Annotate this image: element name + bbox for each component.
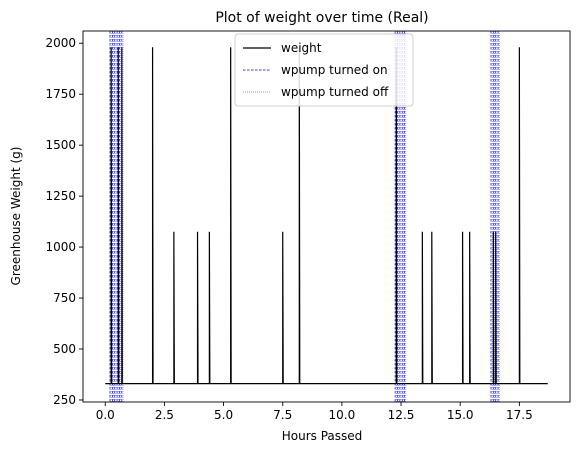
y-tick-label-3: 1000 [45,240,76,254]
y-axis: 250 500 750 1000 1250 1500 1750 2000 [45,36,83,407]
legend-label-2: wpump turned off [281,85,389,99]
legend: weight wpump turned on wpump turned off [235,34,413,106]
legend-label-0: weight [281,41,322,55]
y-tick-label-2: 750 [53,291,76,305]
x-axis: 0.0 2.5 5.0 7.5 10.0 12.5 15.0 17.5 [96,402,533,422]
x-tick-label-2: 5.0 [214,408,233,422]
x-tick-label-5: 12.5 [388,408,415,422]
x-axis-label: Hours Passed [282,429,363,443]
x-tick-label-1: 2.5 [155,408,174,422]
x-tick-label-3: 7.5 [273,408,292,422]
x-tick-label-0: 0.0 [96,408,115,422]
x-tick-label-4: 10.0 [329,408,356,422]
y-tick-label-7: 2000 [45,36,76,50]
y-tick-label-0: 250 [53,393,76,407]
chart-title: Plot of weight over time (Real) [215,10,428,26]
y-tick-label-6: 1750 [45,87,76,101]
y-axis-label: Greenhouse Weight (g) [9,147,23,286]
y-tick-label-5: 1500 [45,138,76,152]
y-tick-label-1: 500 [53,342,76,356]
y-tick-label-4: 1250 [45,189,76,203]
x-tick-label-7: 17.5 [506,408,533,422]
legend-label-1: wpump turned on [281,63,388,77]
x-tick-label-6: 15.0 [447,408,474,422]
